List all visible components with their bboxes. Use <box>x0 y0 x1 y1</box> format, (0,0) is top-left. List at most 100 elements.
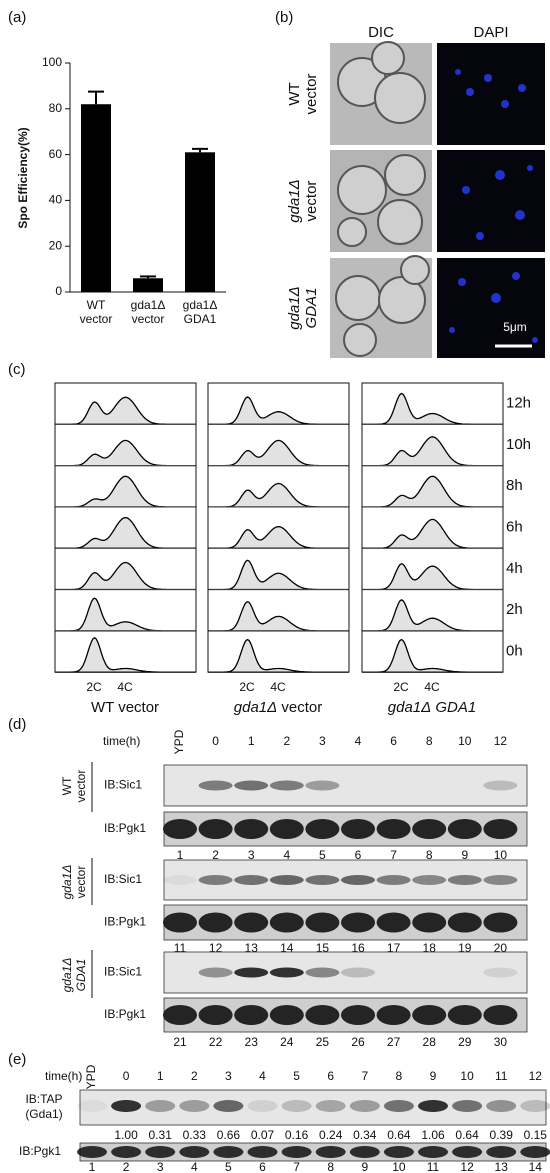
blot-band <box>111 1100 142 1112</box>
blot-band <box>483 912 518 933</box>
group-label: gda1Δ <box>60 865 74 900</box>
histogram <box>208 559 349 591</box>
lane-header: YPD <box>172 729 186 754</box>
blot-label: (Gda1) <box>25 1107 62 1121</box>
lane-number: 30 <box>494 1035 508 1049</box>
time-label: 0h <box>506 642 523 659</box>
panel-label: (c) <box>8 361 26 378</box>
lane-header: 9 <box>430 1069 437 1083</box>
blot-band <box>247 1100 278 1112</box>
blot-band <box>418 1100 448 1112</box>
blot-band <box>145 1146 176 1158</box>
sample-title: gda1Δ GDA1 <box>388 699 476 716</box>
lane-header: 6 <box>390 734 397 748</box>
time-label: 8h <box>506 477 523 494</box>
blot-band <box>315 1100 346 1112</box>
ploidy-label: 2C <box>239 680 255 694</box>
histogram <box>55 396 196 425</box>
blot-band <box>247 1146 278 1158</box>
blot-band <box>198 819 233 839</box>
ratio-label: 0.07 <box>251 1128 275 1142</box>
blot-band <box>145 1100 176 1112</box>
blot-band <box>213 1146 244 1158</box>
histogram-frame <box>361 382 504 673</box>
blot-band <box>179 1100 210 1112</box>
blot-label: IB:Pgk1 <box>19 1144 61 1158</box>
ratio-label: 0.66 <box>217 1128 241 1142</box>
lane-number: 1 <box>177 848 184 862</box>
blot-label: IB:Sic1 <box>104 872 142 886</box>
y-tick-label: 80 <box>49 101 63 115</box>
panel-label: (d) <box>8 716 26 733</box>
blot-band <box>412 819 447 839</box>
lane-header: 4 <box>259 1069 266 1083</box>
lane-number: 8 <box>327 1160 334 1173</box>
blot-band <box>447 875 482 885</box>
blot-band <box>483 967 518 978</box>
y-tick-label: 20 <box>49 238 63 252</box>
ploidy-label: 4C <box>117 680 133 694</box>
y-tick-label: 40 <box>49 193 63 207</box>
blot-band <box>412 912 447 933</box>
histogram <box>55 637 196 673</box>
histogram <box>362 518 503 549</box>
ratio-label: 1.06 <box>421 1128 445 1142</box>
blot-band <box>198 875 233 885</box>
row-label: vector <box>303 74 320 115</box>
blot-label: IB:Sic1 <box>104 965 142 979</box>
ploidy-label: 2C <box>393 680 409 694</box>
blot-band <box>234 875 269 885</box>
ratio-label: 0.15 <box>524 1128 548 1142</box>
ploidy-label: 4C <box>424 680 440 694</box>
lane-number: 3 <box>248 848 255 862</box>
blot-band <box>198 967 233 978</box>
scale-bar-label: 5μm <box>503 320 527 334</box>
blot-band <box>376 875 411 885</box>
blot-band <box>383 1146 414 1158</box>
ploidy-label: 2C <box>86 680 102 694</box>
lane-number: 11 <box>427 1160 440 1173</box>
blot-band <box>486 1146 517 1158</box>
lane-number: 4 <box>191 1160 198 1173</box>
histogram <box>362 392 503 425</box>
histogram-frame <box>207 382 350 673</box>
blot-band <box>213 1100 244 1112</box>
blot-band <box>376 819 411 839</box>
blot-band <box>412 1005 447 1025</box>
bar <box>133 278 163 292</box>
lane-number: 10 <box>494 848 508 862</box>
blot-band <box>376 1005 411 1025</box>
histogram <box>55 597 196 632</box>
x-tick-label: gda1Δ GDA1 <box>182 298 218 326</box>
blot-band <box>305 780 340 791</box>
blot-band <box>269 967 304 978</box>
blot-band <box>520 1100 550 1112</box>
lane-number: 9 <box>361 1160 368 1173</box>
time-label: 6h <box>506 519 523 536</box>
lane-number: 10 <box>392 1160 406 1173</box>
blot-band <box>315 1146 346 1158</box>
group-label: gda1Δ <box>60 958 74 993</box>
histogram <box>55 516 196 549</box>
row-label: gda1Δ <box>286 286 303 329</box>
bar <box>185 152 215 292</box>
blot-band <box>198 780 233 791</box>
blot-band <box>234 1005 269 1025</box>
lane-number: 12 <box>460 1160 474 1173</box>
blot-band <box>412 875 447 885</box>
lane-number: 22 <box>209 1035 223 1049</box>
lane-header: 2 <box>191 1069 198 1083</box>
lane-number: 25 <box>316 1035 330 1049</box>
lane-header: 2 <box>283 734 290 748</box>
lane-number: 5 <box>319 848 326 862</box>
blot-band <box>349 1100 380 1112</box>
histogram <box>208 482 349 508</box>
blot-band <box>234 967 269 978</box>
blot-band <box>305 967 340 978</box>
x-tick-label: gda1Δ vector <box>130 298 166 326</box>
column-label: DIC <box>368 24 394 41</box>
lane-header: 4 <box>355 734 362 748</box>
lane-number: 5 <box>225 1160 232 1173</box>
lane-number: 27 <box>387 1035 401 1049</box>
